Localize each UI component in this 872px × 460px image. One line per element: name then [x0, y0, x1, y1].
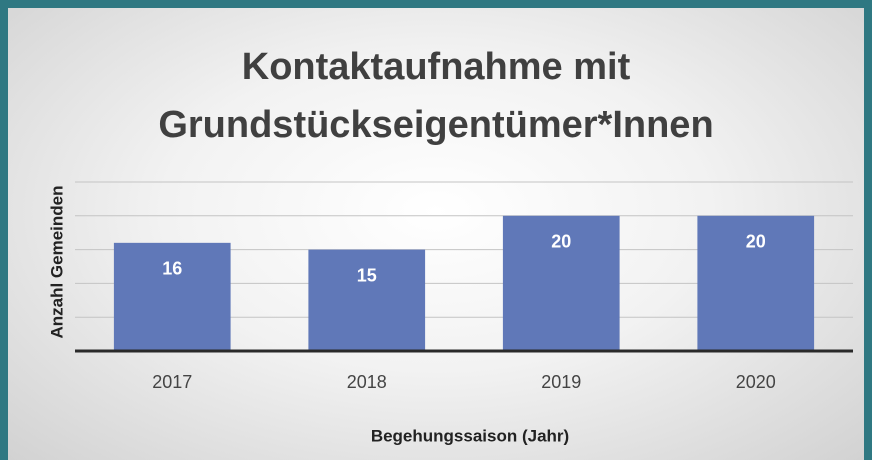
data-label: 15: [357, 265, 377, 285]
bar: [697, 215, 815, 351]
x-tick-label: 2020: [736, 372, 776, 392]
data-label: 16: [162, 259, 182, 279]
bar: [308, 249, 426, 351]
bar: [113, 242, 231, 351]
bar: [502, 215, 620, 351]
data-label: 20: [551, 232, 571, 252]
x-tick-label: 2017: [152, 372, 192, 392]
x-tick-label: 2018: [347, 372, 387, 392]
x-axis-title: Begehungssaison (Jahr): [371, 426, 569, 445]
chart-title: Kontaktaufnahme mit Grundstückseigentüme…: [158, 46, 714, 146]
x-tick-label: 2019: [541, 372, 581, 392]
y-axis-title: Anzahl Gemeinden: [47, 185, 66, 338]
data-label: 20: [746, 232, 766, 252]
